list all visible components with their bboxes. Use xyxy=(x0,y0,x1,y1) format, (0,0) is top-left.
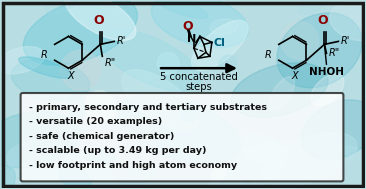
Ellipse shape xyxy=(155,0,208,18)
Ellipse shape xyxy=(302,100,366,160)
Text: O: O xyxy=(183,20,193,33)
Ellipse shape xyxy=(211,165,226,182)
Text: R: R xyxy=(265,50,272,60)
Ellipse shape xyxy=(60,50,100,90)
Ellipse shape xyxy=(100,29,201,91)
Text: - low footprint and high atom economy: - low footprint and high atom economy xyxy=(29,160,237,170)
Ellipse shape xyxy=(19,57,72,78)
FancyBboxPatch shape xyxy=(20,93,343,181)
Text: - safe (chemical generator): - safe (chemical generator) xyxy=(29,132,174,141)
Ellipse shape xyxy=(108,117,153,162)
Ellipse shape xyxy=(311,74,344,106)
Ellipse shape xyxy=(219,55,237,70)
Ellipse shape xyxy=(210,19,238,35)
Ellipse shape xyxy=(68,94,85,120)
Text: - primary, secondary and tertiary substrates: - primary, secondary and tertiary substr… xyxy=(29,103,266,112)
Text: X: X xyxy=(291,71,298,81)
Ellipse shape xyxy=(339,145,366,160)
Ellipse shape xyxy=(84,149,115,163)
Ellipse shape xyxy=(157,53,179,74)
Ellipse shape xyxy=(65,0,136,40)
Text: N: N xyxy=(187,34,197,44)
Ellipse shape xyxy=(281,22,318,59)
Ellipse shape xyxy=(45,0,77,14)
Text: X: X xyxy=(67,71,74,81)
Ellipse shape xyxy=(85,91,116,121)
Text: steps: steps xyxy=(186,82,212,92)
Text: R': R' xyxy=(116,36,126,46)
Ellipse shape xyxy=(269,77,295,110)
Text: - versatile (20 examples): - versatile (20 examples) xyxy=(29,117,162,126)
Ellipse shape xyxy=(262,132,357,187)
Text: R": R" xyxy=(328,48,340,58)
Ellipse shape xyxy=(330,0,366,41)
Ellipse shape xyxy=(179,102,198,122)
Text: R': R' xyxy=(340,36,350,46)
Ellipse shape xyxy=(7,142,114,189)
Text: R: R xyxy=(41,50,48,60)
Ellipse shape xyxy=(214,145,250,183)
Ellipse shape xyxy=(191,20,248,70)
Text: O: O xyxy=(93,15,104,27)
Ellipse shape xyxy=(58,161,92,189)
Ellipse shape xyxy=(23,0,138,65)
Ellipse shape xyxy=(0,112,80,168)
Ellipse shape xyxy=(210,141,290,189)
Text: R": R" xyxy=(104,58,116,68)
Ellipse shape xyxy=(0,168,15,189)
Ellipse shape xyxy=(231,63,328,117)
Text: - scalable (up to 3.49 kg per day): - scalable (up to 3.49 kg per day) xyxy=(29,146,206,155)
Text: NHOH: NHOH xyxy=(309,67,344,77)
Ellipse shape xyxy=(152,0,249,48)
Text: O: O xyxy=(317,15,328,27)
Ellipse shape xyxy=(277,13,362,88)
Ellipse shape xyxy=(118,161,157,189)
Ellipse shape xyxy=(0,47,45,74)
Ellipse shape xyxy=(122,70,198,130)
Ellipse shape xyxy=(118,94,242,165)
Text: 5 concatenated: 5 concatenated xyxy=(160,72,238,82)
Ellipse shape xyxy=(11,59,90,101)
Ellipse shape xyxy=(240,134,281,164)
Text: Cl: Cl xyxy=(214,38,226,48)
Ellipse shape xyxy=(298,0,331,15)
